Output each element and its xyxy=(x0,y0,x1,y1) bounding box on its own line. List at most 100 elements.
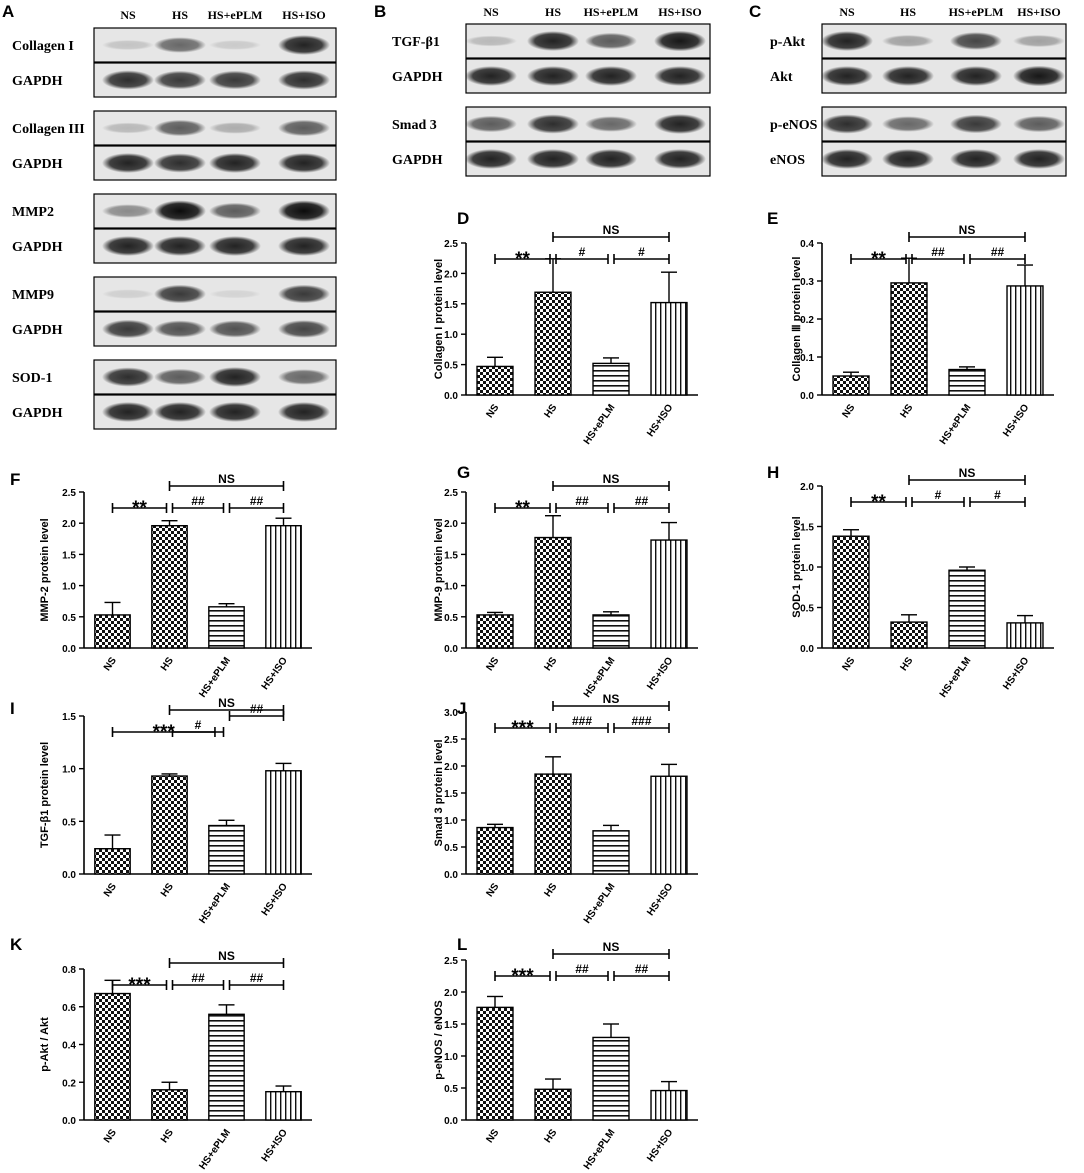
bar xyxy=(476,826,514,875)
bar xyxy=(151,775,188,875)
x-tick-label: HS+ePLM xyxy=(197,1127,233,1171)
y-tick-label: 1.5 xyxy=(800,523,814,534)
protein-band xyxy=(882,116,934,132)
protein-band xyxy=(821,31,873,51)
protein-band xyxy=(278,200,330,222)
x-tick-label: NS xyxy=(102,1127,119,1145)
x-tick-label: HS+ISO xyxy=(260,1127,290,1164)
y-tick-label: 1.0 xyxy=(444,582,458,593)
protein-band xyxy=(209,402,261,422)
blot-strip: SOD-1 xyxy=(12,359,337,395)
blot-strip-label: Akt xyxy=(770,70,793,85)
significance-label: # xyxy=(935,488,942,502)
x-tick-label: NS xyxy=(840,655,857,673)
protein-band xyxy=(209,40,261,50)
protein-band xyxy=(209,153,261,173)
lane-header: HS xyxy=(172,8,188,22)
panel-letter-g: G xyxy=(457,463,470,482)
y-tick-label: 0.5 xyxy=(62,613,76,624)
protein-band xyxy=(654,30,706,52)
protein-band xyxy=(821,66,873,86)
bar xyxy=(476,614,514,649)
lane-header: HS+ISO xyxy=(1017,5,1061,19)
lane-header: HS+ISO xyxy=(282,8,326,22)
blot-strip: GAPDH xyxy=(392,58,711,94)
y-axis-label: MMP-2 protein level xyxy=(39,518,51,621)
protein-band xyxy=(209,236,261,256)
x-tick-label: HS+ePLM xyxy=(582,1127,618,1171)
protein-band xyxy=(278,402,330,422)
bar xyxy=(890,621,928,649)
significance-label: # xyxy=(195,718,202,732)
blot-strip: GAPDH xyxy=(12,311,337,347)
protein-band xyxy=(154,402,206,422)
protein-band xyxy=(102,204,154,218)
y-axis-label: Collagen Ⅲ protein level xyxy=(791,257,803,382)
blot-strip: Collagen I xyxy=(12,27,337,63)
y-tick-label: 2.0 xyxy=(444,762,458,773)
y-axis-label: Smad 3 protein level xyxy=(433,740,445,847)
significance-label: ## xyxy=(575,962,589,976)
significance-label: ## xyxy=(191,494,205,508)
y-axis-label: TGF-β1 protein level xyxy=(39,742,51,848)
protein-band xyxy=(882,66,934,86)
bar xyxy=(592,830,630,875)
protein-band xyxy=(154,284,206,304)
protein-band xyxy=(102,289,154,299)
x-tick-label: HS+ePLM xyxy=(582,881,618,925)
y-tick-label: 0.0 xyxy=(444,1116,458,1127)
protein-band xyxy=(527,114,579,134)
protein-band xyxy=(209,320,261,338)
x-tick-label: HS xyxy=(159,1127,176,1145)
protein-band xyxy=(821,114,873,134)
significance-label: ## xyxy=(575,494,589,508)
protein-band xyxy=(102,122,154,134)
protein-band xyxy=(209,70,261,90)
x-tick-label: HS xyxy=(542,655,559,673)
protein-band xyxy=(278,70,330,90)
protein-band xyxy=(102,70,154,90)
bar xyxy=(208,1013,245,1121)
x-tick-label: HS xyxy=(159,655,176,673)
protein-band xyxy=(585,32,637,50)
significance-label: ## xyxy=(931,245,945,259)
panel-letter-a: A xyxy=(2,2,14,21)
significance-label: NS xyxy=(603,940,620,954)
blot-strip: GAPDH xyxy=(12,394,337,430)
significance-label: ### xyxy=(631,714,651,728)
bar xyxy=(832,375,870,396)
protein-band xyxy=(1013,34,1065,48)
chart-e: E 0.0 0.1 0.2 0.3 0.4 Collagen Ⅲ protein level… xyxy=(767,209,1054,447)
y-tick-label: 0.0 xyxy=(800,391,814,402)
chart-d: D 0.0 0.5 1.0 1.5 2.0 2.5 Collagen I protein le… xyxy=(433,209,698,447)
significance-label: ## xyxy=(991,245,1005,259)
significance-label: *** xyxy=(511,966,534,987)
panel-letter-h: H xyxy=(767,463,779,482)
bar xyxy=(151,1089,188,1121)
bar xyxy=(94,614,131,649)
y-tick-label: 1.0 xyxy=(444,1052,458,1063)
blot-strip-label: p-Akt xyxy=(770,35,805,50)
x-tick-label: HS+ePLM xyxy=(197,881,233,925)
significance-label: *** xyxy=(511,718,534,739)
bar xyxy=(592,362,630,396)
chart-k: K 0.0 0.2 0.4 0.6 0.8 p-Akt / Akt NS HS HS+ePLM HS… xyxy=(10,935,312,1172)
blot-panel-a: NS HS HS+ePLM HS+ISO Collagen I GAPDH Collagen… xyxy=(12,8,337,430)
blot-panel-b: NS HS HS+ePLM HS+ISO TGF-β1 GAPDH Smad 3 GAPDH xyxy=(392,5,711,177)
y-axis-label: MMP-9 protein level xyxy=(433,518,445,621)
bar xyxy=(534,1088,572,1121)
y-tick-label: 2.5 xyxy=(62,488,76,499)
y-tick-label: 0.0 xyxy=(444,391,458,402)
significance-label: NS xyxy=(603,472,620,486)
blot-strip-label: Smad 3 xyxy=(392,118,437,133)
panel-letter-f: F xyxy=(10,470,20,489)
protein-band xyxy=(154,236,206,256)
x-tick-label: NS xyxy=(484,402,501,420)
protein-band xyxy=(278,236,330,256)
blot-strip-label: GAPDH xyxy=(12,323,63,338)
lane-header: NS xyxy=(839,5,855,19)
significance-label: NS xyxy=(603,223,620,237)
chart-l: L 0.0 0.5 1.0 1.5 2.0 2.5 p-eNOS / eNOS NS HS HS+e… xyxy=(433,935,698,1172)
blot-strip: GAPDH xyxy=(12,62,337,98)
protein-band xyxy=(102,153,154,173)
